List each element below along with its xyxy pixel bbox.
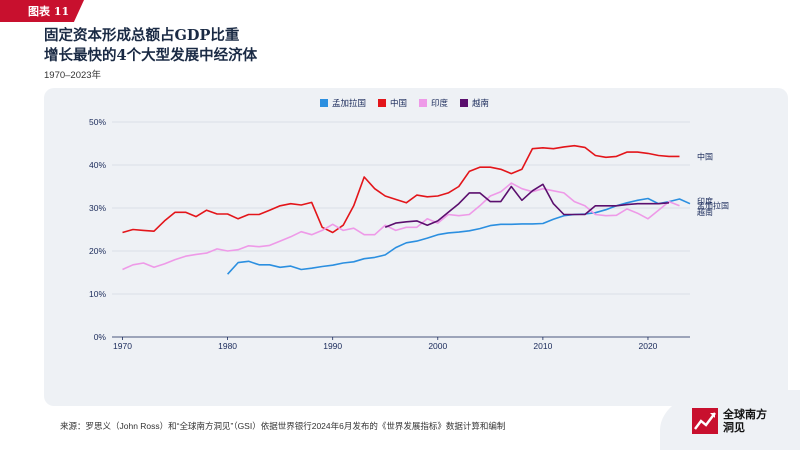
legend-swatch-bangladesh	[320, 99, 328, 107]
legend-swatch-china	[378, 99, 387, 107]
chart-title-line2: 增长最快的4个大型发展中经济体	[44, 47, 258, 64]
logo-chart-icon	[692, 408, 718, 434]
series-line-india	[122, 182, 680, 271]
x-tick-label: 2010	[533, 341, 552, 351]
y-tick-label: 40%	[89, 160, 106, 170]
chart-title-line1: 固定资本形成总额占GDP比重	[44, 27, 240, 44]
figure-tag: 图表 11	[0, 0, 84, 22]
legend-label-vietnam: 越南	[472, 98, 490, 108]
legend-item-bangladesh: 孟加拉国	[320, 97, 366, 109]
y-tick-label: 10%	[89, 289, 106, 299]
logo-text-line1: 全球南方	[723, 408, 767, 421]
y-tick-label: 50%	[89, 117, 106, 127]
end-label-china: 中国	[697, 151, 713, 161]
end-label-bangladesh: 孟加拉国	[697, 201, 729, 211]
series-line-china	[122, 144, 680, 234]
series-line-bangladesh	[227, 197, 691, 275]
legend-label-india: 印度	[431, 98, 449, 108]
x-tick-label: 1970	[113, 341, 132, 351]
x-tick-label: 1980	[218, 341, 237, 351]
end-label-india: 印度	[697, 196, 713, 206]
source-note: 来源：罗思义（John Ross）和“全球南方洞见”（GSI）依据世界银行202…	[60, 421, 506, 431]
legend-swatch-vietnam	[460, 99, 469, 107]
chart-legend: 孟加拉国 中国 印度 越南	[320, 97, 489, 109]
logo-text: 全球南方 洞见	[723, 408, 767, 434]
x-tick-label: 1990	[323, 341, 342, 351]
legend-label-china: 中国	[390, 98, 408, 108]
brand-logo: 全球南方 洞见	[692, 405, 792, 437]
legend-item-india: 印度	[419, 97, 448, 109]
legend-label-bangladesh: 孟加拉国	[332, 98, 367, 108]
footer-decoration	[660, 390, 800, 450]
logo-text-line2: 洞见	[723, 421, 745, 434]
x-tick-label: 2020	[639, 341, 658, 351]
y-tick-label: 0%	[94, 332, 107, 342]
legend-swatch-india	[419, 99, 428, 107]
series-line-vietnam	[384, 183, 670, 229]
chart-subtitle: 1970–2023年	[44, 70, 102, 81]
chart-panel	[44, 88, 788, 406]
y-axis: 0% 10% 20% 30% 40% 50%	[89, 117, 106, 342]
x-tick-label: 2000	[428, 341, 447, 351]
y-tick-label: 30%	[89, 203, 106, 213]
end-label-vietnam: 越南	[697, 207, 713, 217]
chart-series	[122, 144, 691, 275]
x-axis: 1970 1980 1990 2000 2010 2020	[112, 336, 690, 351]
legend-item-vietnam: 越南	[460, 97, 489, 109]
legend-item-china: 中国	[378, 97, 407, 109]
chart-title: 固定资本形成总额占GDP比重 增长最快的4个大型发展中经济体	[44, 26, 564, 66]
y-tick-label: 20%	[89, 246, 106, 256]
